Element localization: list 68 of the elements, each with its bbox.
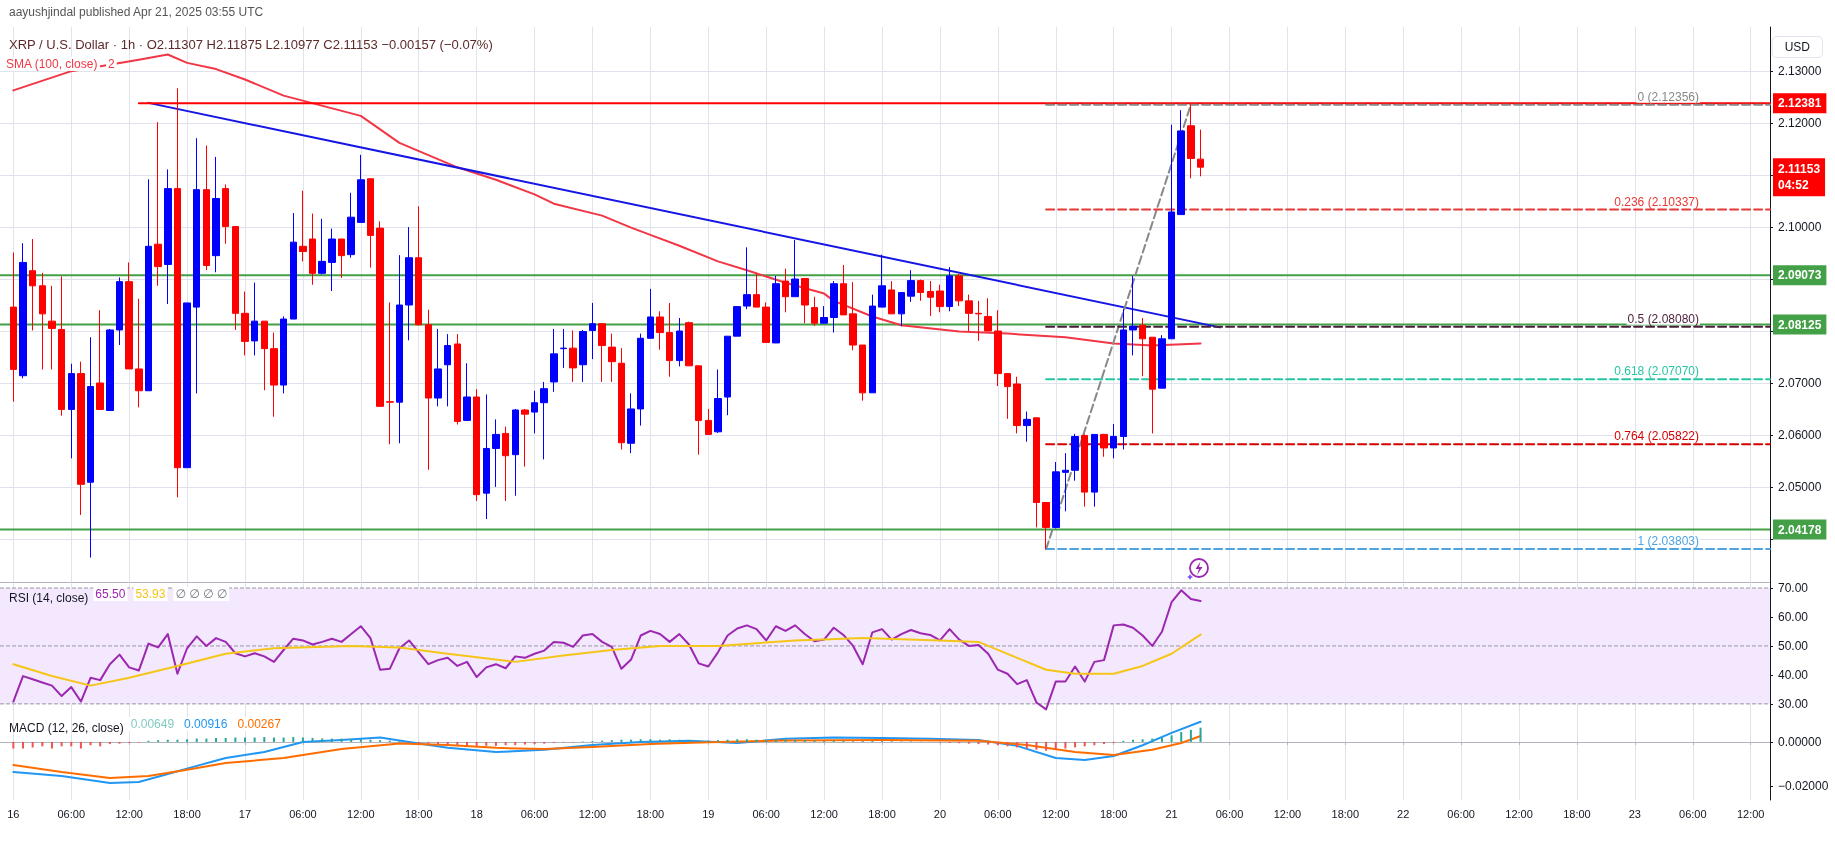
x-tick-label: 06:00 [57,807,86,820]
x-tick-label: 06:00 [520,807,549,820]
ref-line-label: 2.04178 [1778,522,1822,537]
x-tick-label: 12:00 [115,807,143,820]
x-tick-label: 18:00 [1563,807,1591,820]
series-label: 0.618 (2.07070) [1614,364,1699,379]
x-tick-label: 12:00 [1273,807,1302,820]
x-tick-label: 06:00 [984,807,1012,820]
y-tick-label: 2.12000 [1778,116,1822,131]
x-tick-label: 18:00 [1331,807,1360,820]
text: MACD (12, 26, close) [9,721,124,735]
y-axis-title: USD [1784,40,1811,54]
y-tick-label: −0.02000 [1778,778,1829,793]
ref-line-label: 2.09073 [1778,268,1822,283]
x-tick-label: 22 [1397,807,1410,820]
x-tick-label: 16 [7,807,20,820]
annotation: ∅ ∅ ∅ ∅ [175,587,228,601]
x-tick-label: 12:00 [1505,807,1533,820]
y-tick-label: 2.10000 [1778,220,1822,235]
y-tick-label: 40.00 [1778,667,1809,682]
x-tick-label: 23 [1628,807,1641,820]
x-tick-label: 06:00 [289,807,317,820]
text: XRP / U.S. Dollar · 1h · O2.11307 H2.11875 L2.10977 C2.11153 −0.00157 (−0.07%) [9,37,493,52]
y-tick-label: 2.07000 [1778,375,1822,390]
annotation: 2 [108,57,116,71]
x-tick-label: 06:00 [1215,807,1244,820]
series-label: 0.00649 [130,717,175,731]
y-tick-label: 30.00 [1778,696,1809,711]
text: 0.00916 [184,717,228,731]
text: 65.50 [95,587,126,601]
text: 53.93 [135,587,166,601]
ref-line-label: 2.08125 [1778,317,1822,332]
x-tick-label: 20 [933,807,947,820]
y-tick-label: 60.00 [1778,609,1809,624]
series-label: 0.764 (2.05822) [1614,429,1699,444]
x-tick-label: 19 [702,807,715,820]
x-tick-label: 12:00 [347,807,375,820]
x-tick-label: 12:00 [810,807,838,820]
y-tick-label: 70.00 [1778,581,1809,595]
x-tick-label: 21 [1165,807,1178,820]
x-tick-label: 18 [470,807,483,820]
y-tick-label: 2.13000 [1778,64,1822,79]
x-tick-label: 06:00 [752,807,780,820]
y-tick-label: 2.06000 [1778,427,1822,442]
series-label: SMA (100, close) [6,57,98,71]
x-tick-label: 18:00 [1099,807,1128,820]
x-tick-label: 18:00 [636,807,665,820]
y-tick-label: 0.00000 [1778,734,1822,749]
series-label: 0 (2.12356) [1637,89,1699,104]
x-tick-label: 18:00 [868,807,896,820]
series-label: 1 (2.03803) [1637,534,1699,549]
series-label: 0.5 (2.08080) [1627,311,1699,326]
series-label: 2.12381 [1778,96,1822,111]
x-tick-label: 18:00 [404,807,433,820]
x-tick-label: 17 [238,807,252,820]
x-tick-label: 12:00 [1041,807,1070,820]
x-tick-label: 06:00 [1679,807,1707,820]
x-tick-label: 12:00 [578,807,607,820]
text: 0.00267 [237,717,282,731]
series-label: 0.236 (2.10337) [1614,194,1699,209]
y-tick-label: 50.00 [1778,638,1809,653]
chart-title: aayushjindal published Apr 21, 2025 03:55 UTC [9,5,264,19]
x-tick-label: 18:00 [173,807,201,820]
x-tick-label: 06:00 [1447,807,1475,820]
text: RSI (14, close) [9,591,89,605]
text: 2.11153 04:52 [1778,162,1821,193]
y-tick-label: 2.05000 [1778,479,1822,494]
x-tick-label: 12:00 [1736,807,1765,820]
